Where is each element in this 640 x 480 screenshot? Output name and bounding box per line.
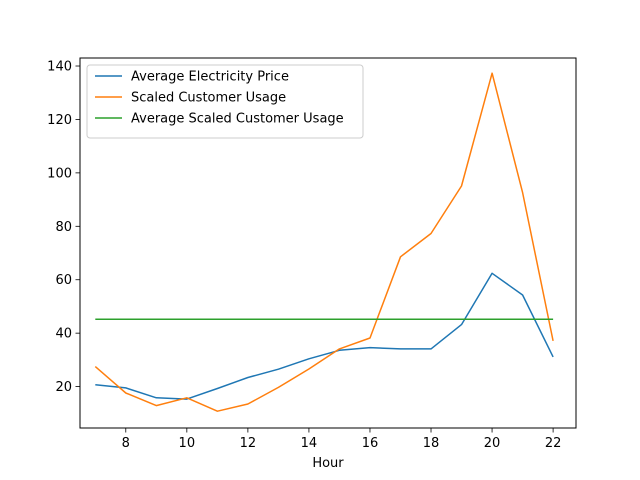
- x-tick-label: 12: [240, 436, 257, 451]
- y-tick-label: 140: [47, 60, 72, 75]
- y-tick-label: 120: [47, 113, 72, 128]
- x-tick-label: 18: [423, 436, 440, 451]
- x-tick-label: 22: [545, 436, 562, 451]
- x-axis-label: Hour: [312, 456, 344, 471]
- series-layer: [94, 72, 554, 412]
- x-tick-label: 16: [362, 436, 379, 451]
- y-tick-label: 20: [55, 380, 72, 395]
- x-tick-label: 8: [122, 436, 130, 451]
- x-tick-label: 14: [301, 436, 318, 451]
- series-line-1: [94, 72, 554, 412]
- x-tick-label: 20: [484, 436, 501, 451]
- legend: Average Electricity Price Scaled Customer…: [86, 64, 364, 139]
- x-axis-ticks: 8 10 12 14 16 18 20 22: [122, 428, 562, 451]
- y-tick-label: 80: [55, 220, 72, 235]
- legend-label-2: Average Scaled Customer Usage: [131, 112, 344, 127]
- y-tick-label: 100: [47, 166, 72, 181]
- series-line-0: [95, 272, 554, 400]
- y-tick-label: 60: [55, 273, 72, 288]
- legend-label-1: Scaled Customer Usage: [131, 91, 286, 106]
- y-axis-ticks: 20 40 60 80 100 120 140: [47, 60, 80, 395]
- y-tick-label: 40: [55, 327, 72, 342]
- plot-frame: [79, 57, 577, 429]
- legend-box: [86, 64, 364, 139]
- x-tick-label: 10: [179, 436, 196, 451]
- legend-label-0: Average Electricity Price: [131, 70, 289, 85]
